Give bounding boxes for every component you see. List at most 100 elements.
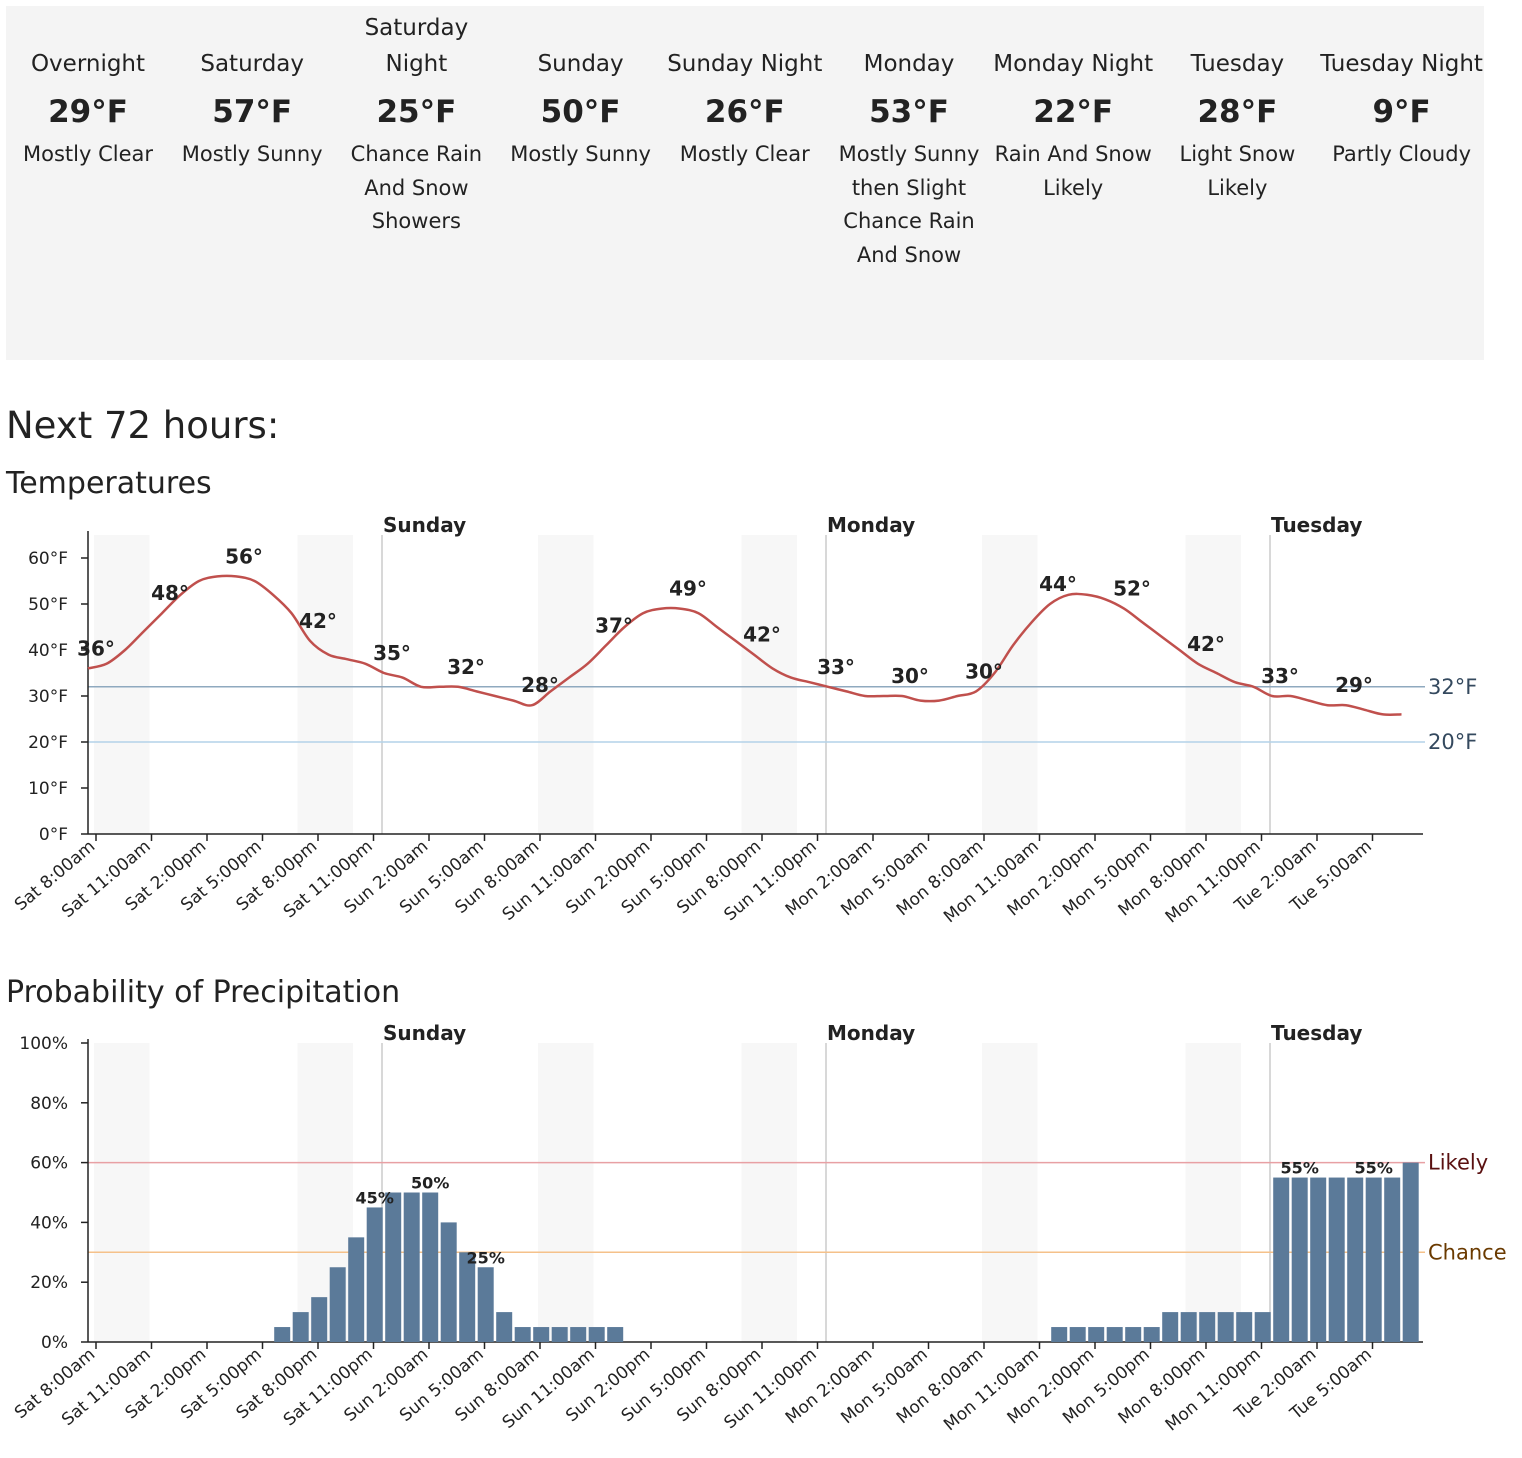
period-description: Mostly Sunny then Slight Chance Rain And… xyxy=(838,142,980,267)
day-label: Tuesday xyxy=(1271,1021,1362,1045)
next-72-hours-heading: Next 72 hours: xyxy=(6,404,280,447)
precipitation-bar xyxy=(496,1312,513,1342)
precipitation-bar xyxy=(1310,1177,1327,1342)
precipitation-bar xyxy=(1384,1177,1401,1342)
precipitation-bar-label: 55% xyxy=(1281,1159,1319,1178)
period-description: Mostly Clear xyxy=(23,142,153,166)
precipitation-bar xyxy=(311,1297,328,1342)
precipitation-bar xyxy=(1402,1162,1419,1342)
temperature-point-label: 48° xyxy=(151,581,189,605)
precipitation-bar xyxy=(514,1327,531,1342)
y-tick-label: 0°F xyxy=(39,825,68,845)
precipitation-bar xyxy=(551,1327,568,1342)
temperature-point-label: 30° xyxy=(965,659,1003,683)
y-tick-label: 10°F xyxy=(28,779,68,799)
x-tick-label: Mon 11:00am xyxy=(940,1345,1043,1436)
precipitation-bar xyxy=(570,1327,587,1342)
precipitation-bar xyxy=(1347,1177,1364,1342)
period-temperature: 50°F xyxy=(540,94,621,130)
precipitation-bar xyxy=(329,1267,346,1342)
y-tick-label: 60% xyxy=(30,1154,68,1174)
temperature-point-label: 56° xyxy=(225,544,263,568)
night-band xyxy=(94,1043,150,1342)
reference-label: Likely xyxy=(1428,1151,1488,1175)
precipitation-bar xyxy=(459,1252,476,1342)
period-name: Saturday Night xyxy=(364,15,469,77)
precipitation-bar-label: 45% xyxy=(356,1188,394,1207)
period-name: Monday Night xyxy=(993,51,1154,77)
temperature-point-label: 42° xyxy=(1187,632,1225,656)
precipitation-bar xyxy=(1273,1177,1290,1342)
x-tick-label: Mon 11:00am xyxy=(940,837,1043,928)
x-tick-label: Mon 11:00pm xyxy=(1162,837,1265,928)
night-band xyxy=(982,1043,1038,1342)
precipitation-bar xyxy=(274,1327,291,1342)
x-tick-label: Mon 11:00pm xyxy=(1162,1345,1265,1436)
period-name: Tuesday xyxy=(1190,51,1285,77)
precipitation-bar xyxy=(1291,1177,1308,1342)
precipitation-bar xyxy=(1199,1312,1216,1342)
day-label: Sunday xyxy=(383,513,466,537)
y-tick-label: 30°F xyxy=(28,687,68,707)
y-tick-label: 50°F xyxy=(28,595,68,615)
precipitation-bar xyxy=(1069,1327,1086,1342)
precipitation-bar xyxy=(1217,1312,1234,1342)
period-temperature: 25°F xyxy=(376,94,457,130)
precipitation-bar xyxy=(292,1312,309,1342)
y-tick-label: 100% xyxy=(19,1034,68,1054)
period-description: Partly Cloudy xyxy=(1332,142,1471,166)
precipitation-bar xyxy=(366,1207,383,1342)
precipitation-bar xyxy=(1236,1312,1253,1342)
night-band xyxy=(1185,535,1241,834)
period-name: Sunday xyxy=(537,51,624,77)
night-band xyxy=(94,535,150,834)
period-temperature: 26°F xyxy=(704,94,785,130)
y-tick-label: 20% xyxy=(30,1273,68,1293)
precipitation-heading: Probability of Precipitation xyxy=(6,975,401,1010)
temperature-chart: Sunday Monday Tuesday 32°F 20°F 0°F 10°F 20°F 30… xyxy=(11,513,1477,928)
precipitation-bar-label: 25% xyxy=(467,1248,505,1267)
night-band xyxy=(538,1043,594,1342)
precipitation-bar xyxy=(1180,1312,1197,1342)
period-temperature: 28°F xyxy=(1197,94,1278,130)
reference-label: Chance xyxy=(1428,1240,1507,1264)
precipitation-bar xyxy=(403,1192,420,1342)
period-description: Mostly Sunny xyxy=(510,142,651,166)
y-tick-label: 40% xyxy=(30,1213,68,1233)
temperature-point-label: 35° xyxy=(373,641,411,665)
temperature-point-label: 52° xyxy=(1113,577,1151,601)
y-tick-label: 60°F xyxy=(28,549,68,569)
period-description: Mostly Clear xyxy=(679,142,810,166)
y-tick-label: 80% xyxy=(30,1094,68,1114)
y-tick-label: 20°F xyxy=(28,733,68,753)
period-temperature: 9°F xyxy=(1372,94,1431,130)
precipitation-bar xyxy=(1162,1312,1179,1342)
period-name: Monday xyxy=(863,51,955,77)
precipitation-bar xyxy=(1051,1327,1068,1342)
reference-label: 20°F xyxy=(1428,730,1477,754)
precipitation-bar xyxy=(348,1237,365,1342)
temperature-line xyxy=(87,574,1402,716)
night-band xyxy=(982,535,1038,834)
precipitation-bar xyxy=(533,1327,550,1342)
temperature-point-label: 33° xyxy=(1261,664,1299,688)
temperature-point-label: 42° xyxy=(299,609,337,633)
temperature-point-label: 37° xyxy=(595,613,633,637)
day-label: Monday xyxy=(827,513,915,537)
temperature-point-label: 44° xyxy=(1039,572,1077,596)
precipitation-bar-label: 55% xyxy=(1355,1159,1393,1178)
temperature-point-label: 29° xyxy=(1335,673,1373,697)
period-name: Overnight xyxy=(30,51,146,77)
temperatures-heading: Temperatures xyxy=(6,466,212,501)
temperature-point-label: 28° xyxy=(521,673,559,697)
period-temperature: 22°F xyxy=(1033,94,1114,130)
precipitation-bar xyxy=(422,1192,439,1342)
precipitation-bar xyxy=(1088,1327,1105,1342)
precipitation-bar xyxy=(477,1267,494,1342)
period-name: Sunday Night xyxy=(667,51,823,77)
precipitation-bar xyxy=(1106,1327,1123,1342)
temperature-point-label: 49° xyxy=(669,577,707,601)
period-temperature: 57°F xyxy=(212,94,293,130)
night-band xyxy=(741,1043,797,1342)
night-band xyxy=(1185,1043,1241,1342)
